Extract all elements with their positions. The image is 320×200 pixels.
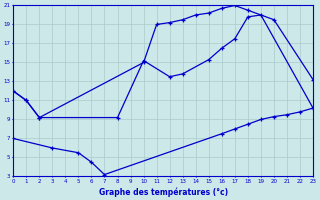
X-axis label: Graphe des températures (°c): Graphe des températures (°c) [99,187,228,197]
